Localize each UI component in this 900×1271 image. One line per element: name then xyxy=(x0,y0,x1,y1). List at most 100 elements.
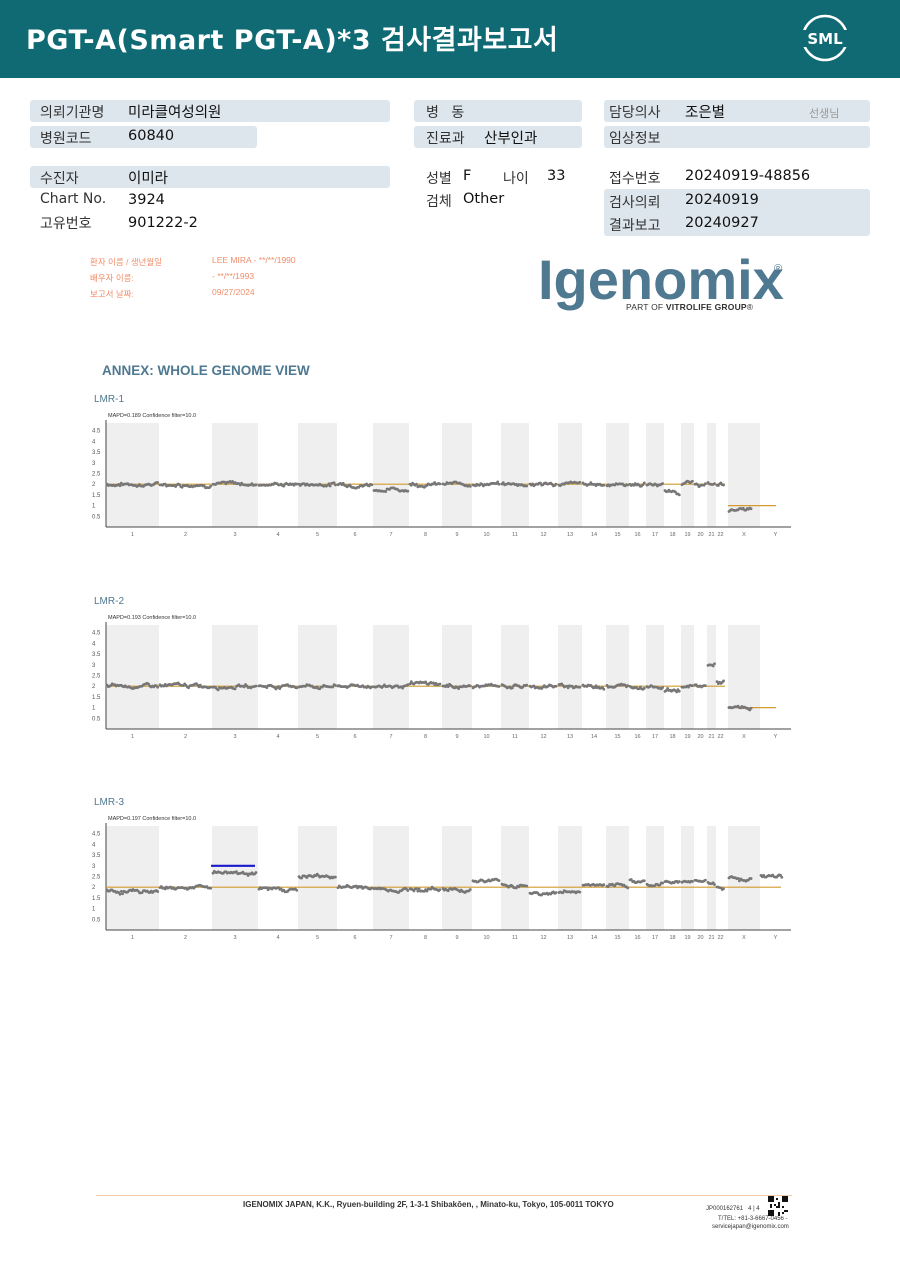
copy-number-trace xyxy=(105,481,160,488)
x-tick-label: 5 xyxy=(316,734,319,740)
data-point xyxy=(370,685,374,689)
copy-number-trace xyxy=(408,885,442,893)
stamp-partner-label: 배우자 이름: xyxy=(90,273,134,283)
chromosome-band xyxy=(707,423,716,527)
x-tick-label: 13 xyxy=(567,734,573,740)
ward-row xyxy=(414,100,582,122)
igenomix-subtitle: PART OF VITROLIFE GROUP® xyxy=(626,302,754,312)
data-point xyxy=(749,706,753,710)
x-tick-label: 14 xyxy=(591,935,597,941)
y-tick-label: 4.5 xyxy=(92,832,101,838)
copy-number-trace xyxy=(557,682,582,690)
x-tick-label: 1 xyxy=(131,532,134,538)
data-point xyxy=(501,481,505,484)
x-tick-label: 8 xyxy=(424,734,427,740)
copy-number-trace xyxy=(257,481,299,488)
data-point xyxy=(384,490,388,493)
chromosome-band xyxy=(373,423,409,527)
data-point xyxy=(406,489,410,493)
department-label: 진료과 xyxy=(426,131,465,147)
data-point xyxy=(749,877,753,880)
x-tick-label: 7 xyxy=(389,532,392,538)
x-tick-label: 6 xyxy=(353,935,356,941)
stamp-partner-value: - **/**/1993 xyxy=(212,271,255,281)
chromosome-band xyxy=(558,625,582,729)
copy-number-trace xyxy=(336,883,374,891)
x-tick-label: 22 xyxy=(717,532,723,538)
x-tick-label: 17 xyxy=(652,532,658,538)
report-title: PGT-A(Smart PGT-A)*3 검사결과보고서 xyxy=(26,25,559,56)
data-point xyxy=(295,686,299,690)
data-point xyxy=(691,684,694,687)
x-tick-label: 2 xyxy=(184,935,187,941)
copy-number-trace xyxy=(645,482,664,488)
copy-number-trace xyxy=(628,684,646,691)
data-point xyxy=(295,482,299,486)
x-tick-label: 14 xyxy=(591,532,597,538)
x-tick-label: 18 xyxy=(669,532,675,538)
data-point xyxy=(334,875,337,879)
data-point xyxy=(327,482,331,486)
data-point xyxy=(438,682,442,686)
genome-plot-lmr1: LMR-1 MAPD=0.189 Confidence filter=10.0 4.… xyxy=(88,390,798,550)
specimen-value: Other xyxy=(463,191,505,207)
x-tick-label: X xyxy=(742,935,746,941)
chromosome-band xyxy=(606,423,629,527)
x-tick-label: 7 xyxy=(389,734,392,740)
x-tick-label: 6 xyxy=(353,532,356,538)
copy-number-trace xyxy=(605,682,630,689)
data-point xyxy=(497,685,501,688)
qr-code-icon xyxy=(768,1196,788,1216)
x-tick-label: 21 xyxy=(708,532,714,538)
copy-number-trace xyxy=(500,683,529,690)
copy-number-trace xyxy=(605,482,630,488)
x-tick-label: 21 xyxy=(708,734,714,740)
data-point xyxy=(749,507,753,511)
x-tick-label: 1 xyxy=(131,734,134,740)
data-point xyxy=(202,484,206,488)
patient-value: 이미라 xyxy=(128,171,169,187)
data-point xyxy=(468,888,472,891)
copy-number-trace xyxy=(158,482,213,490)
copy-number-trace xyxy=(727,875,753,883)
y-tick-label: 4.5 xyxy=(92,429,101,435)
annex-title: ANNEX: WHOLE GENOME VIEW xyxy=(102,363,310,378)
data-point xyxy=(254,684,258,688)
plot-title: LMR-3 xyxy=(94,797,124,808)
receipt-label: 접수번호 xyxy=(609,171,661,187)
x-tick-label: 19 xyxy=(684,935,690,941)
chromosome-band xyxy=(646,625,664,729)
data-point xyxy=(674,490,677,494)
y-tick-label: 3 xyxy=(92,461,96,467)
data-point xyxy=(156,685,160,689)
y-tick-label: 2 xyxy=(92,885,96,891)
igenomix-logo: Igenomix ® PART OF VITROLIFE GROUP® xyxy=(538,252,784,313)
data-point xyxy=(722,483,725,487)
data-point xyxy=(626,483,630,487)
data-point xyxy=(370,886,374,890)
hospital-code-label: 병원코드 xyxy=(40,131,92,147)
copy-number-trace xyxy=(158,883,213,891)
data-point xyxy=(497,879,501,883)
chromosome-band xyxy=(646,826,664,930)
chromosome-band xyxy=(681,625,694,729)
department-value: 산부인과 xyxy=(484,131,538,147)
clinical-label: 임상정보 xyxy=(609,131,661,147)
data-point xyxy=(331,685,335,689)
x-tick-label: 15 xyxy=(614,734,620,740)
doctor-label: 담당의사 xyxy=(609,105,661,121)
data-point xyxy=(415,482,418,486)
x-tick-label: 3 xyxy=(233,935,236,941)
data-point xyxy=(446,685,450,689)
copy-number-trace xyxy=(715,885,725,891)
y-tick-label: 2 xyxy=(92,684,96,690)
copy-number-trace xyxy=(706,881,716,886)
x-tick-label: 14 xyxy=(591,734,597,740)
chromosome-band xyxy=(212,423,258,527)
x-tick-label: 12 xyxy=(540,532,546,538)
data-point xyxy=(642,686,646,690)
sex-value: F xyxy=(463,168,472,184)
age-value: 33 xyxy=(547,168,566,184)
data-point xyxy=(602,687,606,691)
hospital-code-row xyxy=(30,126,257,148)
